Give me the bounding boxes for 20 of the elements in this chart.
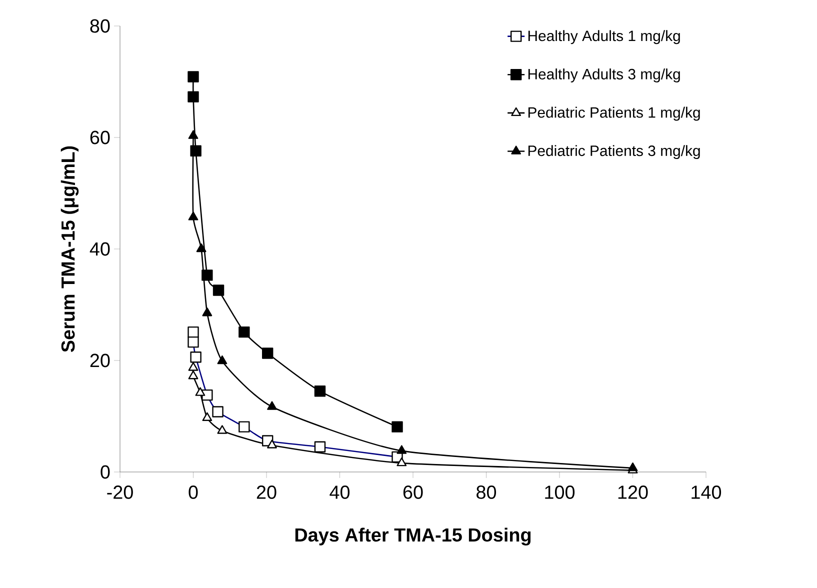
x-axis-title: Days After TMA-15 Dosing xyxy=(295,528,531,546)
y-axis-title: Serum TMA-15 (μg/mL) xyxy=(60,146,79,352)
y-tick-label: 20 xyxy=(90,354,110,368)
x-tick-label: 80 xyxy=(476,486,496,499)
x-tick-label: 0 xyxy=(188,486,198,499)
x-tick-label: -20 xyxy=(107,486,133,499)
x-tick-label: 20 xyxy=(256,486,276,499)
x-tick-label: 140 xyxy=(692,486,722,499)
x-tick-label: 60 xyxy=(403,486,423,499)
y-tick-label: 0 xyxy=(100,465,110,479)
x-tick-label: 40 xyxy=(330,486,350,499)
y-tick-label: 80 xyxy=(90,19,110,33)
legend-label: Pediatric Patients 1 mg/kg xyxy=(528,106,700,121)
x-tick-label: 120 xyxy=(618,486,648,499)
legend-label: Healthy Adults 1 mg/kg xyxy=(528,30,680,44)
y-tick-label: 40 xyxy=(90,242,110,256)
x-tick-label: 100 xyxy=(545,486,575,499)
y-tick-label: 60 xyxy=(90,130,110,144)
legend-label: Healthy Adults 3 mg/kg xyxy=(528,68,680,82)
legend-label: Pediatric Patients 3 mg/kg xyxy=(528,145,700,160)
